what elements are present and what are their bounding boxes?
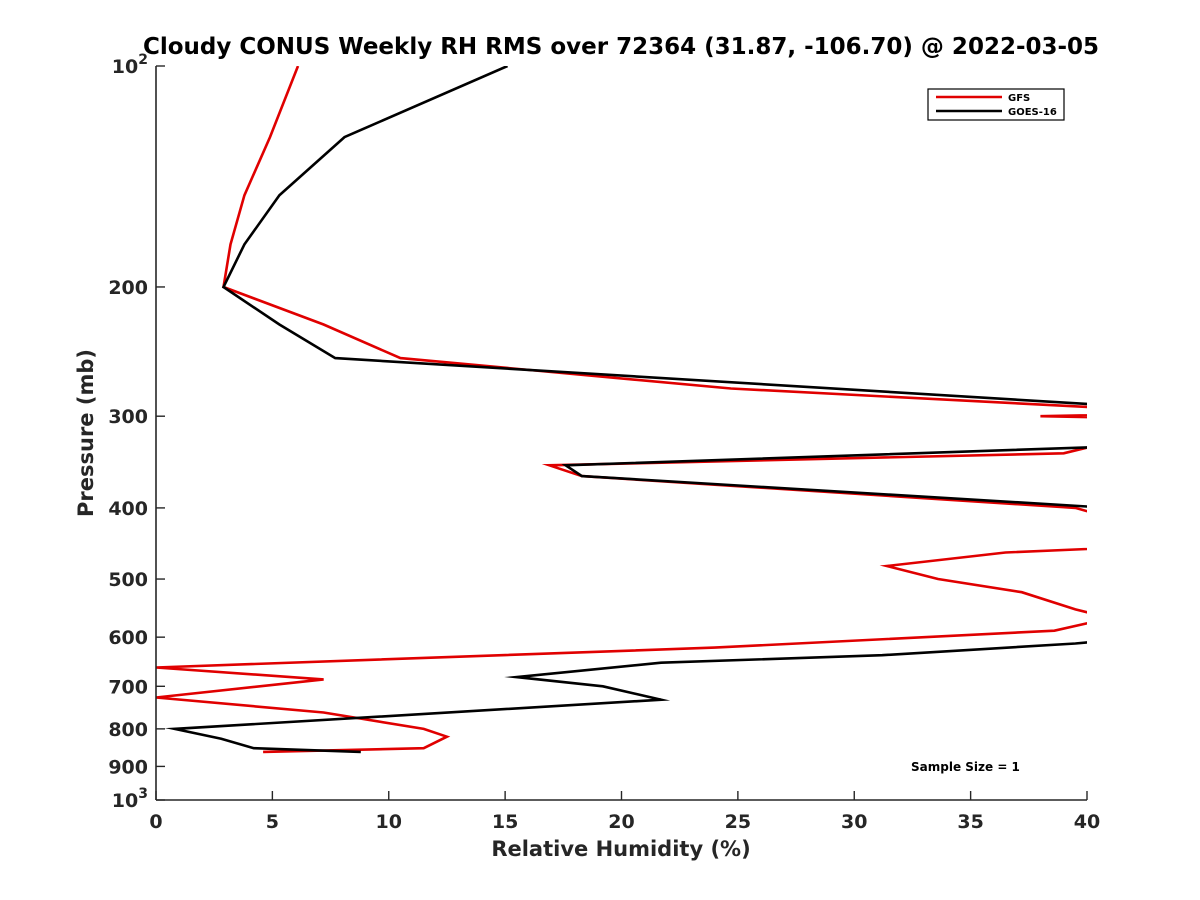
y-tick-label: 600	[108, 627, 148, 649]
legend-box	[927, 88, 1065, 121]
y-tick-label: 800	[108, 719, 148, 741]
y-tick-label: 300	[108, 406, 148, 428]
legend: GFS GOES-16	[927, 88, 1065, 121]
y-tick-label: 200	[108, 277, 148, 299]
x-axis-label: Relative Humidity (%)	[491, 837, 750, 861]
x-tick-label: 35	[957, 811, 983, 833]
y-tick-label: 900	[108, 756, 148, 778]
sample-size-annotation: Sample Size = 1	[911, 760, 1020, 774]
x-tick-label: 10	[376, 811, 402, 833]
y-axis-label: Pressure (mb)	[74, 349, 98, 517]
y-tick-label: 400	[108, 498, 148, 520]
chart-title: Cloudy CONUS Weekly RH RMS over 72364 (3…	[143, 34, 1099, 60]
x-tick-label: 20	[608, 811, 634, 833]
x-tick-label: 15	[492, 811, 518, 833]
series-layer	[156, 66, 1087, 754]
x-axis-ticks: 0 5 10 15 20 25 30 35 40	[149, 791, 1100, 833]
x-tick-label: 25	[725, 811, 751, 833]
y-tick-label: 103	[112, 786, 148, 812]
legend-label-gfs: GFS	[1008, 93, 1030, 104]
series-line-gfs	[156, 66, 1087, 754]
x-tick-label: 5	[266, 811, 279, 833]
y-axis-ticks: 102 200 300 400 500 600 700 800 900 103	[108, 52, 165, 812]
x-tick-label: 30	[841, 811, 867, 833]
y-tick-label: 500	[108, 569, 148, 591]
x-tick-label: 40	[1074, 811, 1100, 833]
y-tick-label: 102	[112, 52, 148, 78]
legend-label-goes16: GOES-16	[1008, 107, 1057, 118]
y-tick-label: 700	[108, 676, 148, 698]
series-line-goes16	[164, 66, 1087, 754]
x-tick-label: 0	[149, 811, 162, 833]
